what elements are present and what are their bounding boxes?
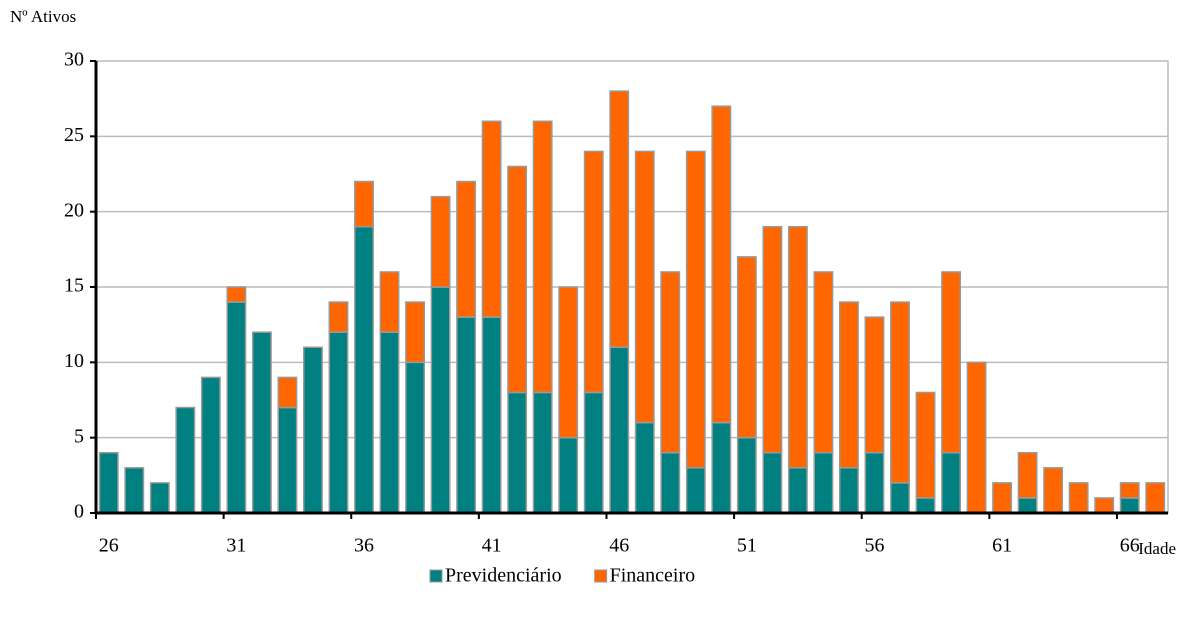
- bar-segment: [430, 286, 451, 514]
- bar-segment: [251, 331, 272, 514]
- bar-segment: [864, 451, 885, 514]
- bar-segment: [354, 225, 374, 514]
- bar-segment: [1043, 467, 1064, 514]
- x-tick-label: 26: [99, 535, 119, 557]
- bar-segment: [890, 301, 910, 484]
- x-tick-label: 56: [864, 535, 884, 557]
- legend-swatch: [429, 569, 443, 583]
- y-tick-label: 30: [64, 49, 84, 71]
- bar-segment: [609, 90, 630, 349]
- legend-label: Previdenciário: [445, 565, 562, 587]
- bar-segment: [405, 301, 425, 364]
- bar-segment: [430, 195, 451, 288]
- bar-segment: [1017, 451, 1038, 499]
- bar-segment: [1068, 482, 1089, 514]
- x-axis-label: Idade: [1138, 539, 1176, 558]
- bar-segment: [507, 391, 528, 514]
- bar-segment: [634, 150, 655, 424]
- bar-segment: [941, 451, 961, 514]
- y-tick-label: 10: [64, 350, 84, 372]
- x-tick-label: 46: [609, 535, 629, 557]
- x-tick-label: 66: [1120, 535, 1140, 557]
- bar-segment: [787, 467, 808, 514]
- bar-segment: [941, 271, 961, 454]
- bar-segment: [711, 421, 732, 514]
- x-tick-label: 61: [992, 535, 1012, 557]
- bar-segment: [660, 451, 681, 514]
- bar-segment: [277, 376, 298, 409]
- x-tick-label: 31: [226, 535, 246, 557]
- bar-segment: [149, 482, 170, 514]
- bar-segment: [532, 120, 553, 394]
- bar-segment: [1119, 497, 1140, 514]
- bar-segment: [507, 165, 528, 394]
- x-tick-label: 36: [354, 535, 374, 557]
- bar-segment: [685, 467, 706, 514]
- bar-segment: [532, 391, 553, 514]
- bar-segment: [634, 421, 655, 514]
- bar-segment: [226, 286, 247, 303]
- bar-segment: [1119, 482, 1140, 499]
- bar-segment: [558, 436, 579, 514]
- bar-segment: [456, 180, 477, 318]
- bar-segment: [966, 361, 987, 514]
- bar-segment: [839, 301, 859, 469]
- bar-segment: [558, 286, 579, 439]
- bar-segment: [379, 331, 400, 514]
- bar-segment: [915, 391, 936, 499]
- y-tick-label: 25: [64, 124, 84, 146]
- bar-segment: [124, 467, 145, 514]
- y-tick-label: 20: [64, 199, 84, 221]
- y-axis-label: Nº Ativos: [10, 7, 76, 26]
- bar-segment: [456, 316, 477, 514]
- bar-segment: [736, 436, 757, 514]
- bar-segment: [609, 346, 630, 514]
- bar-segment: [813, 271, 834, 454]
- bar-segment: [379, 271, 400, 333]
- y-tick-label: 5: [74, 425, 84, 447]
- bar-segment: [481, 120, 502, 318]
- bar-segment: [685, 150, 706, 469]
- bar-segment: [890, 482, 910, 514]
- bar-segment: [787, 225, 808, 469]
- legend-label: Financeiro: [610, 565, 696, 587]
- bar-segment: [583, 150, 604, 394]
- bar-segment: [98, 451, 119, 514]
- bar-segment: [915, 497, 936, 514]
- bar-segment: [1145, 482, 1166, 514]
- bar-segment: [277, 406, 298, 514]
- bar-segment: [481, 316, 502, 514]
- x-tick-label: 51: [737, 535, 757, 557]
- bar-segment: [813, 451, 834, 514]
- bar-segment: [736, 256, 757, 439]
- bar-segment: [405, 361, 425, 514]
- bar-segment: [200, 376, 221, 514]
- bar-segment: [1017, 497, 1038, 514]
- bar-segment: [839, 467, 859, 514]
- bar-segment: [303, 346, 323, 514]
- legend-swatch: [594, 569, 608, 583]
- bar-segment: [175, 406, 196, 514]
- y-tick-label: 0: [74, 501, 84, 523]
- bar-segment: [762, 451, 783, 514]
- bar-segment: [992, 482, 1013, 514]
- bar-segment: [864, 316, 885, 454]
- x-tick-label: 41: [482, 535, 502, 557]
- bar-segment: [762, 225, 783, 454]
- y-tick-label: 15: [64, 275, 84, 297]
- bar-segment: [583, 391, 604, 514]
- bar-segment: [226, 301, 247, 514]
- bar-segment: [328, 331, 349, 514]
- bar-segment: [711, 105, 732, 424]
- bar-segment: [328, 301, 349, 333]
- bar-segment: [354, 180, 374, 228]
- bar-segment: [660, 271, 681, 454]
- bar-segment: [1094, 497, 1115, 514]
